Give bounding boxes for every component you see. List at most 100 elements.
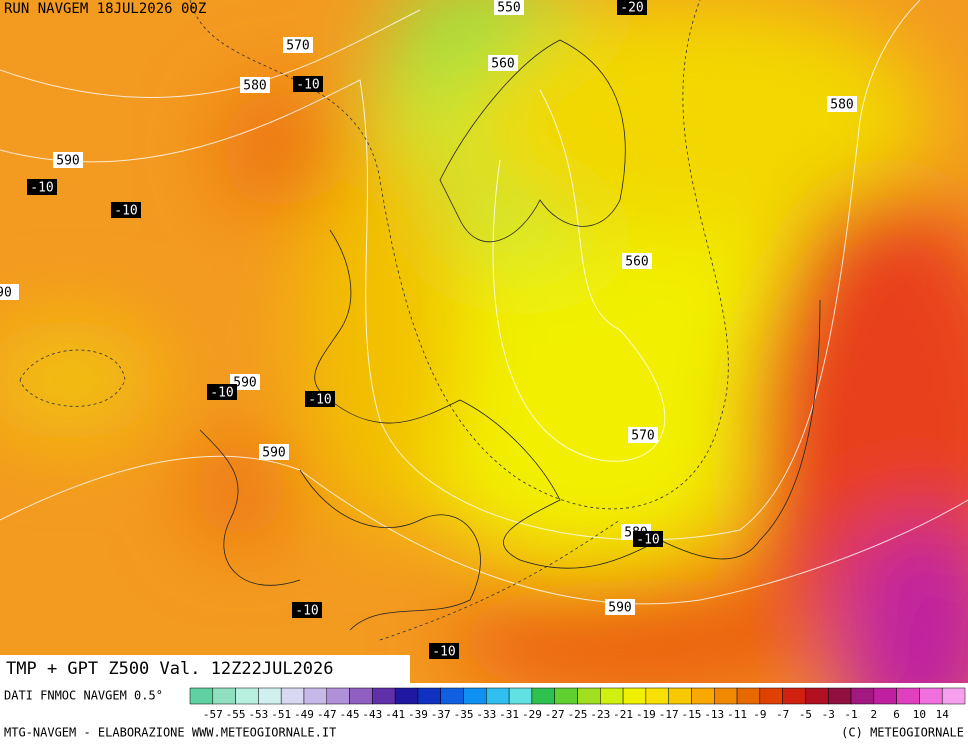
height-label: 570 [286,39,309,54]
colorbar-swatch [919,687,943,705]
colorbar-swatch [691,687,715,705]
colorbar-label: -31 [499,708,519,721]
colorbar-label: -3 [822,708,835,721]
height-label-box [827,96,857,112]
colorbar-swatch [714,687,738,705]
colorbar-label: -49 [294,708,314,721]
colorbar-swatch [280,687,305,705]
colorbar-swatch [349,687,373,705]
height-label: 590 [233,376,256,391]
colorbar-label: -57 [203,708,223,721]
colorbar-label: -27 [545,708,565,721]
colorbar-label: -29 [522,708,542,721]
colorbar-label: -5 [799,708,812,721]
height-label: 550 [497,1,520,16]
colorbar-label: -11 [727,708,747,721]
colorbar-label: -9 [753,708,766,721]
colorbar-swatch [531,687,555,705]
height-label-box [494,0,524,15]
temp-label: -10 [296,78,319,93]
height-label-box [0,284,19,300]
temp-label-box [633,531,663,547]
temp-label-box [207,384,237,400]
colorbar-label: 10 [913,708,926,721]
height-label-box [488,55,518,71]
colorbar-label: -7 [776,708,789,721]
colorbar-swatch [554,687,578,705]
temp-label: -10 [636,533,659,548]
temp-label-box [27,179,57,195]
colorbar-swatch [577,687,601,705]
colorbar-swatch [212,687,236,705]
temp-label-box [305,391,335,407]
height-label: 590 [262,446,285,461]
colorbar-swatch [189,687,214,705]
colorbar-swatch [394,687,419,705]
data-source: DATI FNMOC NAVGEM 0.5° [4,689,163,703]
colorbar-label: -17 [659,708,679,721]
temp-label: -10 [210,386,233,401]
height-label-box [53,152,83,168]
colorbar: -57 -55 -53 -51 -49 -47 -45 -43 -41 -39 -37 -35 -33-… [189,687,966,721]
colorbar-swatch [668,687,692,705]
colorbar-label: -43 [362,708,382,721]
height-label: 560 [491,57,514,72]
height-label-box [622,253,652,269]
colorbar-swatch [440,687,464,705]
temp-label-box [292,602,322,618]
run-info: RUN NAVGEM 18JUL2026 00Z [4,1,206,17]
colorbar-label: -39 [408,708,428,721]
height-label-box [230,374,260,390]
colorbar-label: -51 [271,708,291,721]
colorbar-swatch [326,687,350,705]
title-box [0,655,410,683]
temp-label: -10 [30,181,53,196]
colorbar-label: -13 [704,708,724,721]
colorbar-swatch [303,687,328,705]
temp-label: -10 [295,604,318,619]
colorbar-label: -45 [340,708,360,721]
height-label-box [283,37,313,53]
temp-label-box [111,202,141,218]
temp-label-box [429,643,459,659]
height-label-box [628,427,658,443]
height-label: 590 [56,154,79,169]
colorbar-swatch [235,687,259,705]
colorbar-swatch [645,687,669,705]
height-label: 560 [625,255,648,270]
colorbar-swatch [463,687,487,705]
colorbar-swatch [417,687,441,705]
colorbar-label: -15 [682,708,702,721]
height-label: 90 [0,286,12,301]
colorbar-swatch [372,687,396,705]
temp-label: -10 [114,204,137,219]
temp-label-box [293,76,323,92]
colorbar-label: 6 [893,708,900,721]
colorbar-label: -23 [590,708,610,721]
height-label-box [240,77,270,93]
colorbar-label: -1 [844,708,857,721]
colorbar-swatch [759,687,783,705]
colorbar-label: -25 [568,708,588,721]
colorbar-swatch [508,687,533,705]
colorbar-swatch [941,687,966,705]
colorbar-label: -35 [454,708,474,721]
colorbar-swatch [827,687,852,705]
height-label: 580 [243,79,266,94]
colorbar-label: -19 [636,708,656,721]
colorbar-swatch [805,687,829,705]
colorbar-label: -33 [476,708,496,721]
colorbar-label: -47 [317,708,337,721]
colorbar-label: 2 [871,708,878,721]
colorbar-swatch [736,687,761,705]
temp-label: -10 [432,645,455,660]
colorbar-label: 14 [936,708,950,721]
temp-label: -20 [620,1,643,16]
colorbar-label: -55 [226,708,246,721]
height-label: 590 [608,601,631,616]
colorbar-label: -41 [385,708,405,721]
colorbar-swatch [782,687,806,705]
